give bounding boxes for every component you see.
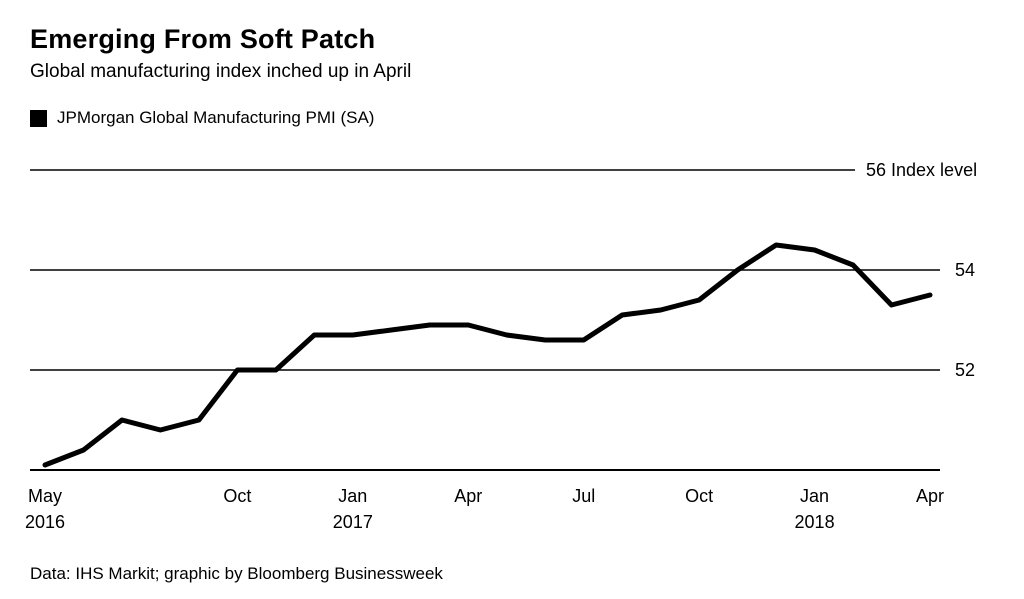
chart-subtitle: Global manufacturing index inched up in … <box>30 61 412 82</box>
x-tick-label: Apr <box>454 486 482 506</box>
chart-title: Emerging From Soft Patch <box>30 24 376 54</box>
x-tick-year: 2018 <box>795 512 835 532</box>
x-tick-label: Jan <box>800 486 829 506</box>
legend-swatch-icon <box>30 109 47 127</box>
pmi-series-line <box>42 242 933 468</box>
x-tick-label: May <box>28 486 62 506</box>
x-tick-label: Jan <box>338 486 367 506</box>
x-tick-year: 2016 <box>25 512 65 532</box>
x-tick-label: Apr <box>916 486 944 506</box>
legend: JPMorgan Global Manufacturing PMI (SA) <box>30 108 374 128</box>
y-axis-label-54: 54 <box>955 260 975 280</box>
x-tick-year: 2017 <box>333 512 373 532</box>
x-tick-label: Jul <box>572 486 595 506</box>
x-tick-label: Oct <box>223 486 251 506</box>
footer-credit: Data: IHS Markit; graphic by Bloomberg B… <box>30 564 443 583</box>
y-axis-label-52: 52 <box>955 360 975 380</box>
x-tick-label: Oct <box>685 486 713 506</box>
legend-label: JPMorgan Global Manufacturing PMI (SA) <box>57 108 375 127</box>
y-axis-label-56: 56 Index level <box>866 160 977 180</box>
